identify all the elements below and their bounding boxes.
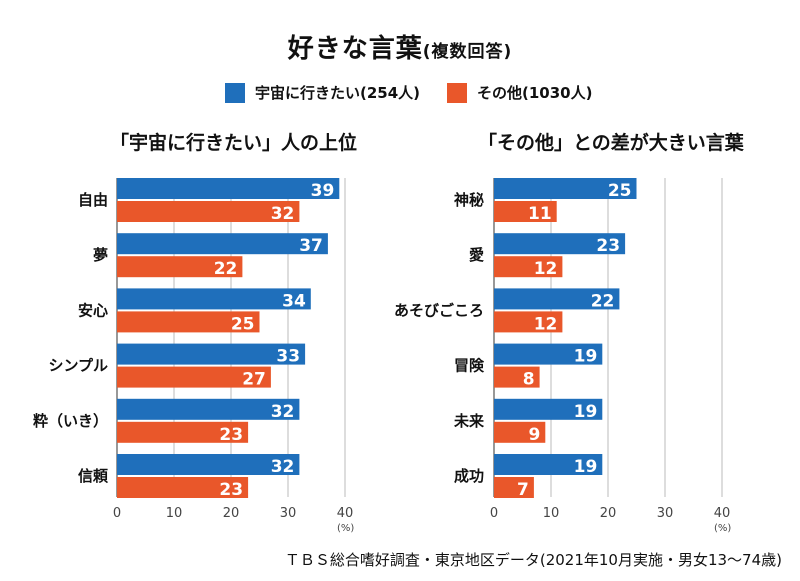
bar-value-label: 22 bbox=[214, 259, 238, 279]
bar-value-label: 12 bbox=[534, 314, 558, 334]
bar-space bbox=[494, 398, 603, 420]
bar-space bbox=[117, 343, 306, 365]
bar-value-label: 11 bbox=[528, 204, 552, 224]
category-label: 神秘 bbox=[454, 191, 484, 209]
x-tick-label: 30 bbox=[280, 506, 297, 521]
legend-swatch-space bbox=[225, 82, 245, 103]
bar-value-label: 19 bbox=[574, 402, 598, 422]
bar-space bbox=[494, 343, 603, 365]
bar-other bbox=[494, 201, 557, 222]
legend-label-space: 宇宙に行きたい(254人) bbox=[255, 84, 421, 102]
panel-title-left: 「宇宙に行きたい」人の上位 bbox=[110, 132, 358, 154]
bar-value-label: 25 bbox=[231, 314, 255, 334]
bar-value-label: 8 bbox=[523, 370, 535, 390]
bar-value-label: 32 bbox=[271, 457, 295, 477]
chart-title-main: 好きな言葉 bbox=[287, 34, 423, 64]
bar-space bbox=[117, 233, 328, 255]
bar-other bbox=[494, 477, 534, 498]
category-label: シンプル bbox=[48, 357, 108, 375]
bar-space bbox=[494, 454, 603, 475]
x-tick-label: 40 bbox=[337, 506, 354, 521]
bar-other bbox=[117, 311, 260, 333]
x-tick-label: 0 bbox=[490, 506, 498, 521]
legend-label-other: その他(1030人) bbox=[477, 84, 593, 102]
bar-other bbox=[494, 421, 546, 443]
bar-other bbox=[117, 421, 249, 443]
bar-value-label: 33 bbox=[276, 347, 300, 367]
bar-value-label: 22 bbox=[591, 291, 615, 311]
bar-value-label: 9 bbox=[528, 425, 540, 445]
source-note: ＴＢＳ総合嗜好調査・東京地区データ(2021年10月実施・男女13〜74歳) bbox=[284, 551, 782, 569]
bar-other bbox=[494, 256, 563, 278]
bar-value-label: 25 bbox=[608, 181, 632, 201]
bar-space bbox=[117, 398, 300, 420]
bar-value-label: 37 bbox=[299, 236, 323, 256]
legend-item-space: 宇宙に行きたい(254人) bbox=[225, 82, 420, 103]
bar-space bbox=[117, 454, 300, 475]
bar-other bbox=[117, 201, 300, 222]
bar-other bbox=[117, 366, 271, 388]
bar-other bbox=[494, 366, 540, 388]
x-tick-label: 0 bbox=[113, 506, 121, 521]
bar-value-label: 23 bbox=[596, 236, 620, 256]
x-tick-label: 20 bbox=[600, 506, 617, 521]
x-tick-label: 30 bbox=[657, 506, 674, 521]
bar-value-label: 27 bbox=[242, 370, 266, 390]
category-label: 愛 bbox=[469, 246, 484, 264]
category-label: 粋（いき） bbox=[33, 412, 108, 430]
x-tick-label: 20 bbox=[223, 506, 240, 521]
bar-space bbox=[494, 288, 620, 310]
category-label: 信頼 bbox=[78, 467, 109, 485]
bar-other bbox=[117, 256, 243, 278]
bar-value-label: 23 bbox=[219, 480, 243, 500]
bar-space bbox=[494, 233, 626, 255]
x-tick-label: 10 bbox=[543, 506, 560, 521]
bar-value-label: 12 bbox=[534, 259, 558, 279]
x-tick-label: 10 bbox=[166, 506, 183, 521]
bar-space bbox=[117, 178, 340, 199]
category-label: 成功 bbox=[454, 467, 484, 485]
x-unit-label: (%) bbox=[714, 523, 731, 534]
legend-item-other: その他(1030人) bbox=[447, 82, 592, 103]
category-label: 未来 bbox=[453, 412, 485, 430]
bar-value-label: 32 bbox=[271, 402, 295, 422]
chart-title: 好きな言葉(複数回答) bbox=[0, 28, 800, 65]
category-label: あそびごころ bbox=[394, 301, 484, 319]
chart-title-sub: (複数回答) bbox=[422, 42, 513, 62]
category-label: 夢 bbox=[93, 246, 108, 264]
bar-value-label: 19 bbox=[574, 347, 598, 367]
bar-value-label: 19 bbox=[574, 457, 598, 477]
bar-value-label: 32 bbox=[271, 204, 295, 224]
bar-other bbox=[117, 477, 249, 498]
bar-value-label: 23 bbox=[219, 425, 243, 445]
bar-space bbox=[494, 178, 637, 199]
bar-value-label: 7 bbox=[517, 480, 529, 500]
x-unit-label: (%) bbox=[337, 523, 354, 534]
category-label: 冒険 bbox=[454, 357, 485, 375]
panel-title-right: 「その他」との差が大きい言葉 bbox=[478, 132, 744, 154]
legend-swatch-other bbox=[447, 82, 467, 103]
bar-value-label: 34 bbox=[282, 291, 306, 311]
x-tick-label: 40 bbox=[714, 506, 731, 521]
bar-other bbox=[494, 311, 563, 333]
category-label: 安心 bbox=[78, 301, 108, 319]
bar-space bbox=[117, 288, 311, 310]
bar-value-label: 39 bbox=[311, 181, 335, 201]
category-label: 自由 bbox=[78, 191, 108, 209]
